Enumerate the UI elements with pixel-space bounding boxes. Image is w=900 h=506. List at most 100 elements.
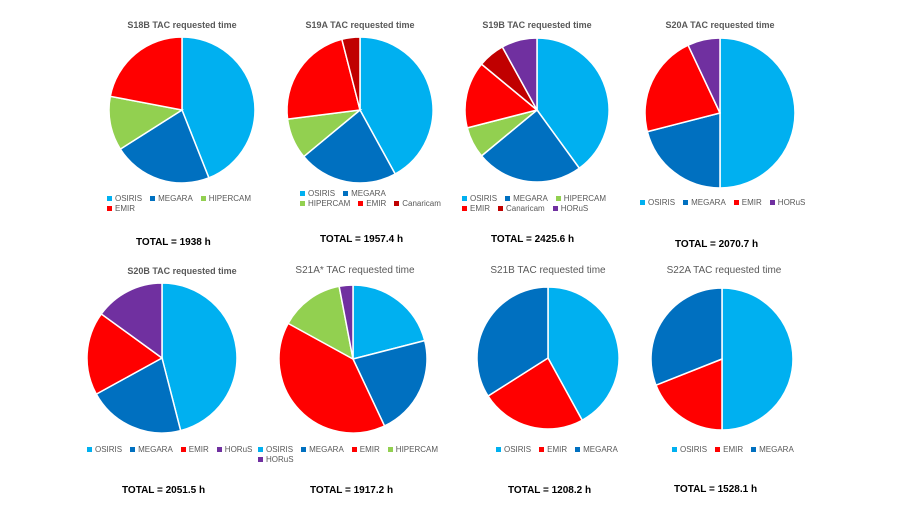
legend-swatch	[640, 200, 645, 206]
legend-label: HORuS	[266, 455, 294, 464]
pie-panel-s21a: S21A* TAC requested time OSIRIS MEGARA EMI…	[255, 262, 455, 502]
legend-label: EMIR	[188, 445, 209, 454]
pie-slice-emir	[109, 36, 183, 111]
legend-swatch	[150, 196, 156, 202]
legend-label: HIPERCAM	[395, 445, 439, 454]
legend-label: EMIR	[366, 199, 387, 208]
pie-slice-osiris	[719, 37, 796, 189]
pie-panel-s19b: S19B TAC requested time OSIRIS MEGARA HIPE…	[437, 14, 637, 254]
legend-item-megara: MEGARA	[683, 198, 726, 208]
chart-title: S19B TAC requested time	[482, 20, 592, 30]
legend-item-megara: MEGARA	[575, 445, 618, 455]
pie-chart	[650, 287, 794, 431]
pie-slice-osiris	[721, 287, 794, 431]
legend-item-hipercam: HIPERCAM	[387, 445, 439, 455]
chart-title: S21B TAC requested time	[490, 265, 606, 276]
pie-slice-megara	[646, 112, 721, 189]
pie-chart	[644, 37, 796, 189]
legend-label: OSIRIS	[308, 189, 336, 198]
pie-panel-s21b: S21B TAC requested time OSIRIS EMIR MEGARA…	[448, 262, 648, 502]
legend-item-emir: EMIR	[733, 198, 762, 208]
legend-item-osiris: OSIRIS	[107, 194, 142, 204]
legend-swatch	[539, 447, 545, 453]
legend-swatch	[496, 447, 501, 453]
legend-item-osiris: OSIRIS	[640, 198, 675, 208]
legend-item-horus: HORuS	[769, 198, 805, 208]
legend-label: Canaricam	[506, 204, 545, 213]
legend-swatch	[715, 447, 721, 453]
pie-slice-megara	[95, 356, 182, 434]
legend-swatch	[552, 206, 558, 212]
legend-item-osiris: OSIRIS	[672, 445, 707, 455]
legend-swatch	[672, 447, 677, 453]
legend-label: MEGARA	[138, 445, 173, 454]
legend-swatch	[505, 196, 511, 202]
legend-label: EMIR	[741, 198, 762, 207]
legend-swatch	[462, 206, 467, 212]
total-label: TOTAL = 2070.7 h	[675, 239, 759, 250]
legend-item-emir: EMIR	[358, 199, 386, 209]
legend-swatch	[575, 447, 581, 453]
pie-slice-megara	[480, 108, 581, 183]
legend-swatch	[555, 196, 561, 202]
legend-swatch	[300, 201, 305, 207]
pie-panel-s18b: S18B TAC requested time OSIRIS MEGARA HIPE…	[82, 14, 282, 254]
chart-title: S20A TAC requested time	[665, 20, 775, 30]
chart-legend: OSIRIS EMIR MEGARA	[672, 445, 822, 455]
legend-item-megara: MEGARA	[150, 194, 193, 204]
legend-item-osiris: OSIRIS	[87, 445, 122, 455]
pie-slice-osiris	[547, 286, 620, 422]
legend-swatch	[751, 447, 757, 453]
pie-slice-osiris	[359, 36, 434, 175]
legend-swatch	[107, 196, 112, 202]
legend-swatch	[130, 447, 136, 453]
legend-item-osiris: OSIRIS	[496, 445, 531, 455]
legend-label: OSIRIS	[504, 445, 532, 454]
pie-slice-osiris	[181, 36, 256, 179]
legend-swatch	[216, 447, 222, 453]
legend-item-emir: EMIR	[180, 445, 209, 455]
legend-label: HIPERCAM	[208, 194, 252, 203]
chart-legend: OSIRIS MEGARA HIPERCAM EMIR Canaricam HORuS	[462, 194, 642, 214]
pie-chart	[278, 284, 428, 434]
legend-swatch	[87, 447, 92, 453]
legend-swatch	[343, 191, 349, 197]
pie-slice-horus	[687, 37, 721, 114]
chart-legend: OSIRIS MEGARA EMIR HORuS	[87, 445, 287, 455]
legend-label: HORuS	[224, 445, 253, 454]
pie-slice-emir	[655, 357, 723, 431]
pie-slice-megara	[476, 286, 549, 398]
legend-label: MEGARA	[309, 445, 344, 454]
legend-label: OSIRIS	[470, 194, 498, 203]
pie-slice-osiris	[352, 284, 426, 360]
total-label: TOTAL = 2425.6 h	[491, 234, 575, 245]
legend-item-megara: MEGARA	[130, 445, 173, 455]
legend-swatch	[258, 447, 263, 453]
legend-item-horus: HORuS	[258, 455, 294, 465]
chart-legend: OSIRIS EMIR MEGARA	[496, 445, 646, 455]
legend-swatch	[351, 447, 357, 453]
legend-label: MEGARA	[691, 198, 726, 207]
legend-swatch	[733, 200, 739, 206]
legend-swatch	[683, 200, 689, 206]
legend-item-osiris: OSIRIS	[258, 445, 293, 455]
pie-slice-megara	[650, 287, 723, 387]
chart-title: S21A* TAC requested time	[295, 265, 415, 276]
legend-label: MEGARA	[158, 194, 193, 203]
legend-label: EMIR	[547, 445, 568, 454]
pie-chart	[286, 36, 434, 184]
pie-panel-s19a: S19A TAC requested time OSIRIS MEGARAHIPE…	[260, 14, 460, 254]
legend-label: EMIR	[723, 445, 744, 454]
legend-swatch	[498, 206, 503, 212]
legend-swatch	[107, 206, 112, 212]
legend-item-hipercam: HIPERCAM	[300, 199, 350, 209]
legend-item-horus: HORuS	[552, 204, 588, 214]
legend-label: OSIRIS	[680, 445, 708, 454]
legend-label: OSIRIS	[115, 194, 143, 203]
legend-item-megara: MEGARA	[505, 194, 548, 204]
legend-label: Canaricam	[402, 199, 441, 208]
pie-chart	[108, 36, 256, 184]
pie-slice-canaricam	[340, 36, 361, 111]
legend-swatch	[180, 447, 186, 453]
total-label: TOTAL = 1957.4 h	[320, 234, 404, 245]
